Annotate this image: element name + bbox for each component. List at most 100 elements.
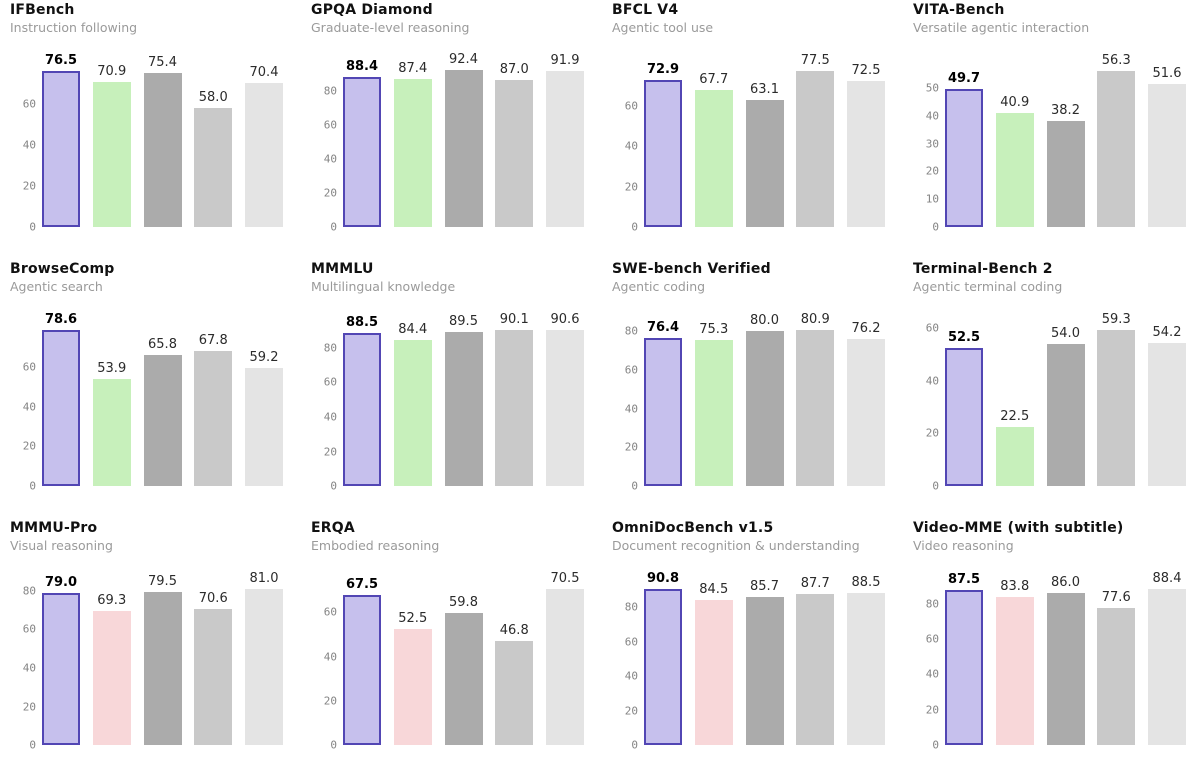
bar-value-label: 67.5 — [345, 577, 379, 593]
bar-group-2: 84.5 — [694, 581, 733, 746]
chart-title: OmniDocBench v1.5 — [612, 520, 774, 537]
y-tick-label: 40 — [624, 139, 638, 153]
plot-area: 0 20 40 60 52.5 22.5 54.0 59.3 54.2 — [913, 300, 1188, 492]
bar-value-label: 65.8 — [148, 337, 177, 353]
chart-title: MMMLU — [311, 261, 374, 278]
bar — [694, 90, 733, 228]
bar-group-4: 87.7 — [796, 576, 835, 746]
y-tick-label: 40 — [624, 669, 638, 683]
chart-title: VITA-Bench — [913, 2, 1005, 18]
bars-group: 76.5 70.9 75.4 58.0 70.4 — [42, 53, 283, 228]
bar-group-2: 69.3 — [92, 593, 131, 746]
bar-group-1: 72.9 — [644, 62, 682, 228]
chart-vita-bench: VITA-Bench Versatile agentic interaction 0… — [913, 2, 1188, 233]
bar — [945, 88, 983, 228]
bar-group-2: 40.9 — [995, 95, 1034, 228]
y-tick-label: 40 — [22, 400, 36, 414]
chart-subtitle: Graduate-level reasoning — [311, 20, 470, 36]
y-axis-ticks: 0 20 40 60 — [10, 318, 38, 491]
chart-video-mme-with-subtitle: Video-MME (with subtitle) Video reasoning… — [913, 520, 1188, 751]
chart-ifbench: IFBench Instruction following 0 20 40 60 76.5 7… — [10, 2, 285, 233]
y-tick-label: 0 — [932, 479, 939, 493]
bar-value-label: 88.5 — [851, 574, 881, 590]
y-tick-label: 0 — [29, 479, 36, 493]
bar-value-label: 87.5 — [947, 572, 981, 588]
bar-group-5: 70.5 — [546, 571, 584, 746]
bar-value-label: 59.8 — [449, 594, 478, 610]
bar — [143, 591, 182, 746]
chart-subtitle: Video reasoning — [913, 538, 1014, 554]
bar — [245, 588, 283, 746]
y-tick-label: 40 — [925, 667, 939, 681]
y-tick-label: 40 — [323, 152, 337, 166]
bar-group-4: 59.3 — [1097, 311, 1136, 487]
bar-group-4: 87.0 — [495, 62, 534, 228]
bar-value-label: 79.5 — [148, 573, 177, 589]
bar-value-label: 58.0 — [198, 90, 228, 106]
bar — [745, 99, 784, 228]
bar-value-label: 78.6 — [44, 311, 78, 327]
bar-value-label: 67.7 — [699, 72, 729, 88]
bar-value-label: 92.4 — [449, 52, 478, 68]
bar-value-label: 67.8 — [198, 333, 228, 349]
bar-value-label: 88.4 — [1152, 570, 1182, 586]
bar-value-label: 76.2 — [851, 320, 881, 336]
chart-swe-bench-verified: SWE-bench Verified Agentic coding 0 20 40 60 8… — [612, 261, 887, 492]
y-tick-label: 40 — [323, 650, 337, 664]
bar-group-1: 52.5 — [945, 330, 983, 487]
y-tick-label: 0 — [631, 220, 638, 234]
bar-value-label: 90.8 — [646, 570, 680, 586]
y-tick-label: 80 — [323, 341, 337, 355]
bar — [945, 590, 983, 746]
bar-value-label: 54.0 — [1051, 325, 1080, 341]
bar-group-3: 80.0 — [745, 313, 784, 487]
y-axis-ticks: 0 20 40 60 80 — [913, 577, 941, 751]
bar — [444, 70, 483, 228]
bar-value-label: 53.9 — [97, 360, 127, 376]
chart-title: BFCL V4 — [612, 2, 679, 18]
bar — [42, 329, 80, 487]
y-axis-ticks: 0 20 40 60 80 — [311, 59, 339, 233]
bar-group-4: 46.8 — [495, 623, 534, 746]
chart-subtitle: Document recognition & understanding — [612, 538, 860, 554]
bar — [393, 78, 432, 228]
y-tick-label: 50 — [925, 81, 939, 95]
plot-area: 0 20 40 60 76.5 70.9 75.4 58.0 70.4 — [10, 41, 285, 233]
chart-grid: IFBench Instruction following 0 20 40 60 76.5 7… — [10, 2, 1188, 751]
bar — [1046, 343, 1085, 487]
bar — [444, 612, 483, 746]
bar-group-4: 67.8 — [194, 333, 233, 487]
chart-gpqa-diamond: GPQA Diamond Graduate-level reasoning 0 20 4… — [311, 2, 586, 233]
bar-group-2: 75.3 — [694, 322, 733, 487]
bars-group: 87.5 83.8 86.0 77.6 88.4 — [945, 571, 1186, 746]
chart-subtitle: Visual reasoning — [10, 538, 113, 554]
bar-value-label: 54.2 — [1152, 325, 1182, 341]
bar-value-label: 51.6 — [1152, 65, 1182, 81]
bar-value-label: 59.3 — [1101, 311, 1131, 327]
bar-value-label: 56.3 — [1101, 52, 1131, 68]
y-tick-label: 0 — [932, 220, 939, 234]
bar-group-1: 76.4 — [644, 320, 682, 487]
bar-value-label: 75.4 — [148, 54, 177, 70]
chart-subtitle: Embodied reasoning — [311, 538, 440, 554]
y-tick-label: 60 — [323, 605, 337, 619]
bar-value-label: 79.0 — [44, 574, 78, 590]
bar-value-label: 87.7 — [800, 576, 830, 592]
plot-area: 0 20 40 60 78.6 53.9 65.8 67.8 59.2 — [10, 300, 285, 492]
bar — [1148, 83, 1186, 228]
bar — [343, 77, 381, 228]
y-tick-label: 60 — [624, 99, 638, 113]
bar-value-label: 87.4 — [398, 60, 428, 76]
bar-group-3: 92.4 — [444, 52, 483, 228]
bar — [393, 340, 432, 487]
y-tick-label: 60 — [624, 363, 638, 377]
bar — [1148, 343, 1186, 487]
bars-group: 52.5 22.5 54.0 59.3 54.2 — [945, 312, 1186, 487]
bar — [796, 329, 835, 487]
bars-group: 90.8 84.5 85.7 87.7 88.5 — [644, 571, 885, 746]
bar-value-label: 84.5 — [699, 581, 729, 597]
chart-subtitle: Instruction following — [10, 20, 138, 36]
bar-group-5: 51.6 — [1148, 66, 1186, 228]
bar-group-5: 76.2 — [847, 320, 885, 487]
